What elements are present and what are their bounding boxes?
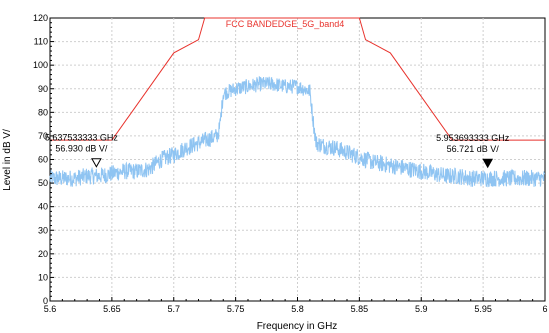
y-tick-label: 110: [34, 37, 48, 47]
limit-polyline: [50, 17, 545, 141]
x-tick-label: 5.95: [474, 304, 492, 314]
marker-1-frequency: 5.637533333 GHz: [45, 133, 119, 143]
x-tick-label: 5.75: [227, 304, 245, 314]
marker-2-frequency: 5.953693333 GHz: [436, 133, 510, 143]
marker-2-level: 56.721 dB V/: [447, 144, 500, 154]
y-tick-label: 20: [38, 249, 48, 259]
limit-line: [50, 17, 545, 141]
marker-2-triangle: [482, 158, 494, 169]
x-axis-title: Frequency in GHz: [257, 321, 338, 332]
y-tick-label: 30: [38, 225, 48, 235]
x-tick-label: 5.7: [167, 304, 180, 314]
x-axis: 5.6 5.65 5.7 5.75 5.8 5.85 5.9 5.95 6: [44, 297, 548, 314]
x-tick-label: 5.8: [291, 304, 304, 314]
y-tick-label: 0: [43, 296, 48, 306]
x-tick-label: 5.65: [103, 304, 121, 314]
y-tick-label: 80: [38, 107, 48, 117]
x-tick-label: 5.85: [351, 304, 369, 314]
y-tick-label: 100: [33, 60, 48, 70]
x-tick-label: 6: [542, 304, 547, 314]
y-tick-label: 40: [38, 202, 48, 212]
marker-1-triangle: [91, 158, 102, 168]
y-tick-label: 90: [38, 84, 48, 94]
marker-1-level: 56.930 dB V/: [55, 144, 108, 154]
spectrum-line: [49, 75, 546, 188]
spectrum-trace: [49, 75, 546, 188]
limit-line-label: FCC BANDEDGE_5G_band4: [226, 19, 345, 29]
y-tick-label: 60: [38, 155, 48, 165]
y-axis: 0 10 20 30 40 50 60 70 80 90 100 110 120: [33, 13, 54, 306]
y-tick-label: 120: [33, 13, 48, 23]
y-tick-label: 70: [38, 131, 48, 141]
y-axis-title: Level in dB V/: [2, 129, 13, 191]
y-tick-label: 10: [38, 272, 48, 282]
x-tick-label: 5.6: [44, 304, 57, 314]
y-tick-label: 50: [38, 178, 48, 188]
x-tick-label: 5.9: [415, 304, 428, 314]
